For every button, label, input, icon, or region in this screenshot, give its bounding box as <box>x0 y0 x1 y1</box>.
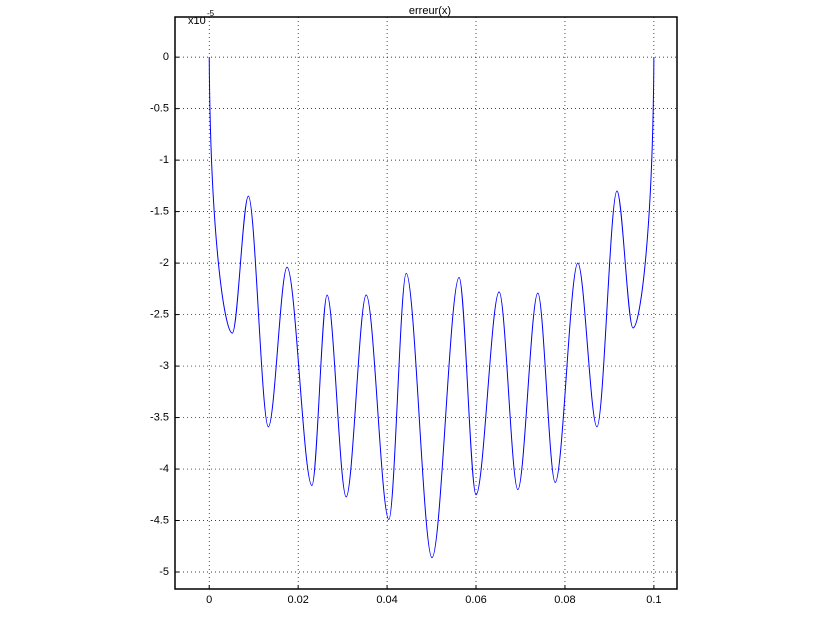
y-tick-label: -0.5 <box>150 103 169 115</box>
y-tick-label: -4 <box>159 463 169 475</box>
x-tick-label: 0 <box>206 594 212 606</box>
plot-frame <box>174 16 678 590</box>
x-tick-label: 0.08 <box>554 594 575 606</box>
y-tick-label: -1 <box>159 154 169 166</box>
x-tick-label: 0.1 <box>646 594 661 606</box>
y-tick-label: 0 <box>163 51 169 63</box>
x-tick-label: 0.02 <box>287 594 308 606</box>
y-tick-label: -5 <box>159 566 169 578</box>
y-tick-label: -1.5 <box>150 206 169 218</box>
y-tick-label: -4.5 <box>150 514 169 526</box>
x-tick-label: 0.06 <box>465 594 486 606</box>
y-multiplier-exponent: -5 <box>207 9 215 18</box>
y-tick-label: -3 <box>159 360 169 372</box>
line-series <box>208 57 655 559</box>
y-tick-label: -3.5 <box>150 411 169 423</box>
x-tick-label: 0.04 <box>376 594 397 606</box>
y-multiplier: x10 <box>188 15 206 27</box>
y-tick-label: -2 <box>159 257 169 269</box>
chart-title: erreur(x) <box>409 5 451 17</box>
y-tick-label: -2.5 <box>150 308 169 320</box>
